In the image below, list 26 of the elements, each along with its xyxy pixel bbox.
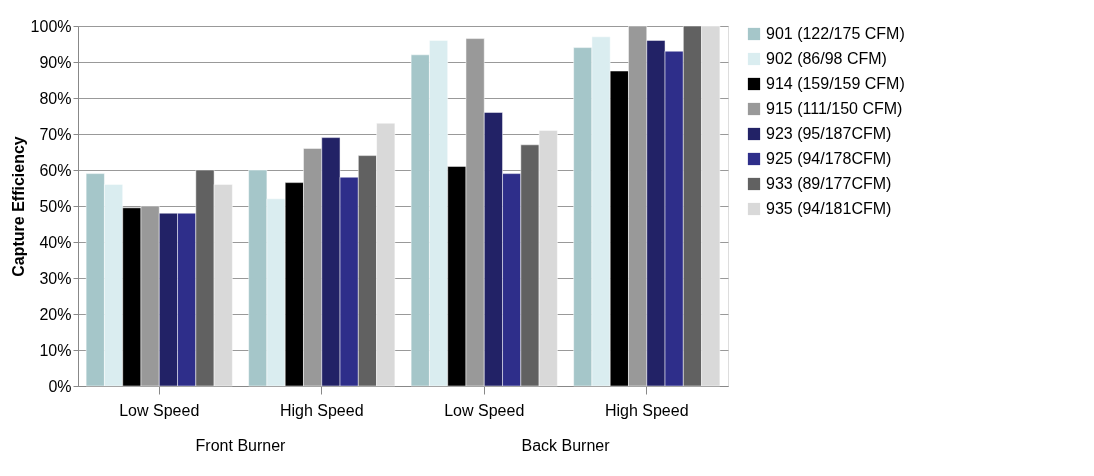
legend-label: 902 (86/98 CFM) <box>766 50 887 67</box>
legend-label: 935 (94/181CFM) <box>766 200 892 217</box>
y-tick-label: 60% <box>39 161 72 179</box>
legend-label: 923 (95/187CFM) <box>766 125 892 142</box>
text: Front Burner <box>195 437 287 454</box>
y-tick-label: 20% <box>39 305 72 323</box>
y-tick-label: 30% <box>39 269 72 287</box>
legend-label: 901 (122/175 CFM) <box>766 25 905 42</box>
x-tick-label: High Speed <box>604 401 689 419</box>
y-tick-label: 100% <box>30 17 72 35</box>
x-tick-label: High Speed <box>279 401 364 419</box>
y-tick-label: 10% <box>39 341 72 359</box>
text: Back Burner <box>521 437 611 454</box>
y-axis-title: Capture Efficiency <box>9 136 27 277</box>
x-tick-label: Low Speed <box>119 401 200 419</box>
y-tick-label: 40% <box>39 233 72 251</box>
legend-label: 915 (111/150 CFM) <box>766 100 903 117</box>
y-tick-label: 80% <box>39 89 72 107</box>
y-tick-label: 70% <box>39 125 72 143</box>
legend-label: 933 (89/177CFM) <box>766 175 892 192</box>
legend-label: 914 (159/159 CFM) <box>766 75 905 92</box>
y-tick-label: 0% <box>48 377 72 395</box>
y-tick-label: 50% <box>39 197 72 215</box>
x-tick-label: Low Speed <box>444 401 525 419</box>
legend-label: 925 (94/178CFM) <box>766 150 892 167</box>
y-tick-label: 90% <box>39 53 72 71</box>
